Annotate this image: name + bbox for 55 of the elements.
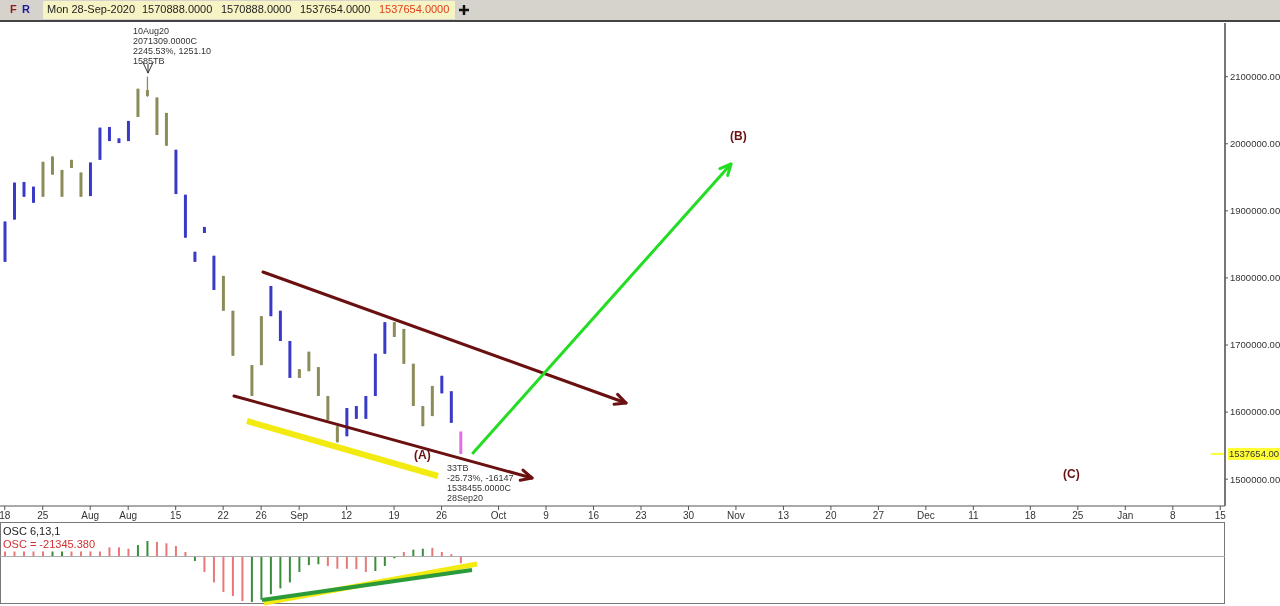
x-tick-label: 13 xyxy=(777,510,790,522)
text: F xyxy=(10,3,17,15)
annotation: 1585TB xyxy=(133,55,165,67)
y-tick-label: 1500000.00 xyxy=(1230,473,1280,485)
chart-title: OSC 6,13,1 xyxy=(3,525,62,538)
x-tick-label: 25 xyxy=(1072,510,1084,522)
annotation: (B) xyxy=(730,129,747,143)
annotation: 2245.53%, 1251.10 xyxy=(133,45,212,57)
x-tick-label: 15 xyxy=(1214,510,1227,522)
x-tick-label: Aug xyxy=(81,510,100,522)
y-tick-label: 1700000.00 xyxy=(1230,339,1280,351)
x-tick-label: 26 xyxy=(436,510,448,522)
annotation: -25.73%, -16147 xyxy=(447,472,514,484)
annotation: 28Sep20 xyxy=(447,492,484,504)
x-tick-label: 12 xyxy=(341,510,353,522)
x-tick-label: 25 xyxy=(37,510,49,522)
x-tick-label: 26 xyxy=(255,510,268,522)
y-tick-label: 2000000.00 xyxy=(1230,138,1280,150)
x-tick-label: 22 xyxy=(217,510,230,522)
annotation: (A) xyxy=(414,448,431,462)
x-tick-label: Aug xyxy=(119,510,138,522)
x-tick-label: Dec xyxy=(916,510,935,522)
annotation: (C) xyxy=(1063,467,1080,481)
text: 1570888.0000 xyxy=(142,3,213,15)
x-tick-label: 15 xyxy=(170,510,182,522)
x-tick-label: 23 xyxy=(635,510,647,522)
annotation: 33TB xyxy=(447,462,469,474)
x-tick-label: 16 xyxy=(587,510,600,522)
x-tick-label: 18 xyxy=(0,510,11,522)
x-tick-label: Nov xyxy=(727,510,745,522)
x-tick-label: 11 xyxy=(968,510,979,522)
x-tick-label: Jan xyxy=(1117,510,1134,522)
text: 1570888.0000 xyxy=(221,3,292,15)
x-tick-label: 20 xyxy=(825,510,837,522)
text: Mon 28-Sep-2020 xyxy=(47,3,136,15)
y-tick-label: 2100000.00 xyxy=(1230,71,1280,83)
x-tick-label: 9 xyxy=(543,510,550,522)
x-tick-label: 30 xyxy=(682,510,695,522)
y-tick-label: 1600000.00 xyxy=(1230,406,1280,418)
x-tick-label: 19 xyxy=(388,510,401,522)
text: 1537654.0000 xyxy=(300,3,371,15)
x-tick-label: 8 xyxy=(1169,510,1176,522)
x-tick-label: Oct xyxy=(490,510,507,522)
x-tick-label: 18 xyxy=(1024,510,1037,522)
text: R xyxy=(22,3,30,15)
y-tick-label: 1900000.00 xyxy=(1230,205,1280,217)
chart-subtitle: OSC = -21345.380 xyxy=(3,538,96,551)
x-tick-label: Sep xyxy=(290,510,309,522)
annotation: 10Aug20 xyxy=(133,25,170,37)
x-tick-label: 27 xyxy=(872,510,885,522)
text: 1537654.0000 xyxy=(379,3,450,15)
y-tick-label: 1800000.00 xyxy=(1230,272,1280,284)
annotation: 1538455.0000C xyxy=(447,482,512,494)
annotation: 2071309.0000C xyxy=(133,36,198,47)
ref-line-label: 1537654.00 xyxy=(1228,448,1280,460)
